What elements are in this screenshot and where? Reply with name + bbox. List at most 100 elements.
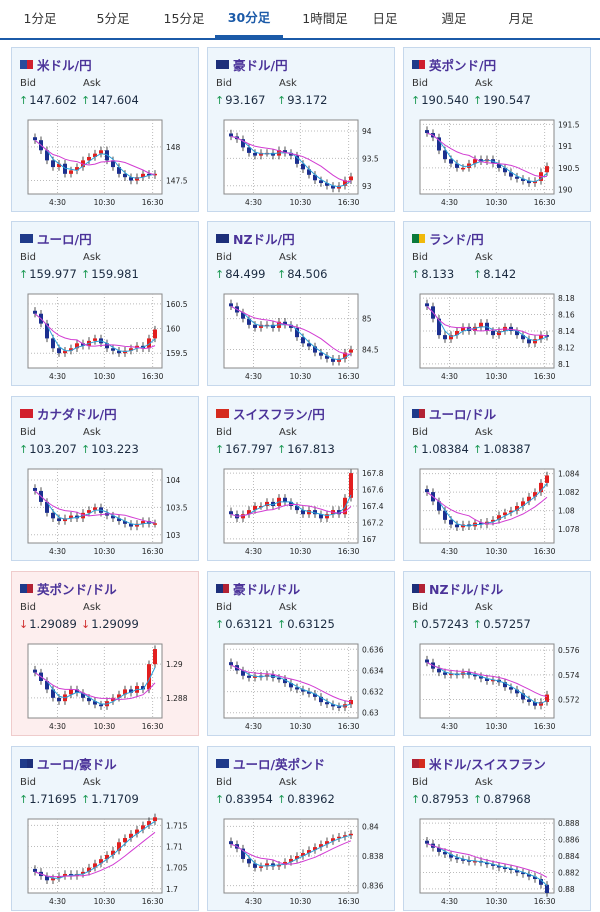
candle-body [51,512,55,519]
bid-label: Bid [412,252,428,263]
rate-panel[interactable]: 英ポンド/ドル Bid Ask ↓1.29089 ↓1.29099 1.29 1.288 4:… [11,571,199,736]
pair-title[interactable]: ユーロ/ドル [412,404,496,423]
rate-panel[interactable]: ユーロ/豪ドル Bid Ask ↑1.71695 ↑1.71709 1.715 1.71 1.… [11,746,199,911]
tab-1[interactable]: 5分足 [96,11,130,26]
bid-value: ↑0.63121 [215,617,273,631]
ma-long-line [34,139,156,176]
candle-body [473,860,477,863]
pair-name[interactable]: カナダドル/円 [37,407,117,422]
x-tick-label: 16:30 [338,897,360,906]
y-tick-label: 1.082 [558,488,580,497]
tab-4[interactable]: 1時間足 [302,11,348,26]
pair-name[interactable]: 豪ドル/ドル [233,582,301,597]
pair-title[interactable]: ランド/円 [412,229,484,248]
rate-panel[interactable]: ユーロ/円 Bid Ask ↑159.977 ↑159.981 160.5 160 159.5… [11,221,199,386]
bid-label: Bid [216,252,232,263]
pair-title[interactable]: カナダドル/円 [20,404,117,423]
ask-label: Ask [279,252,297,263]
rate-panel[interactable]: スイスフラン/円 Bid Ask ↑167.797 ↑167.813 167.8 167.6… [207,396,395,561]
pair-title[interactable]: 豪ドル/円 [216,55,288,74]
pair-title[interactable]: 豪ドル/ドル [216,579,300,598]
pair-name[interactable]: NZドル/円 [233,232,295,247]
x-tick-label: 10:30 [94,198,116,207]
candle-body [33,868,37,872]
y-tick-label: 0.84 [362,822,379,831]
rate-panel[interactable]: 米ドル/円 Bid Ask ↑147.602 ↑147.604 148 147.5 4:30 1… [11,47,199,212]
ma-short-line [34,313,156,353]
pair-name[interactable]: ユーロ/英ポンド [233,757,326,772]
pair-name[interactable]: スイスフラン/円 [233,407,325,422]
pair-title[interactable]: NZドル/ドル [412,579,503,598]
pair-name[interactable]: ユーロ/ドル [429,407,497,422]
pair-title[interactable]: ユーロ/豪ドル [20,754,117,773]
pair-title[interactable]: 米ドル/スイスフラン [412,754,546,773]
flag-icon [20,759,33,768]
rate-panel[interactable]: ユーロ/英ポンド Bid Ask ↑0.83954 ↑0.83962 0.84 0.838 0… [207,746,395,911]
ma-long-line [34,672,156,701]
pair-title[interactable]: ユーロ/円 [20,229,92,248]
arrow-up-icon: ↑ [277,443,287,456]
pair-name[interactable]: ユーロ/円 [37,232,92,247]
price-chart: 1.715 1.71 1.705 1.7 4:30 10:30 16:30 [20,813,192,909]
arrow-up-icon: ↑ [411,94,421,107]
candle-body [473,674,477,677]
x-tick-label: 4:30 [441,897,458,906]
pair-name[interactable]: NZドル/ドル [429,582,504,597]
rate-panel[interactable]: 英ポンド/円 Bid Ask ↑190.540 ↑190.547 191.5 191 190.… [403,47,591,212]
candle-body [491,679,495,682]
y-tick-label: 1.084 [558,470,580,479]
pair-name[interactable]: 豪ドル/円 [233,58,288,73]
bid-value: ↑159.977 [19,267,77,281]
tab-2[interactable]: 15分足 [163,11,205,26]
tab-7[interactable]: 月足 [508,11,534,26]
x-tick-label: 4:30 [441,198,458,207]
candle-body [325,514,329,519]
pair-name[interactable]: 英ポンド/円 [429,58,497,73]
rate-panel[interactable]: NZドル/円 Bid Ask ↑84.499 ↑84.506 85 84.5 4:30 10:3… [207,221,395,386]
x-tick-label: 16:30 [142,722,164,731]
pair-name[interactable]: 米ドル/円 [37,58,92,73]
y-tick-label: 0.838 [362,852,384,861]
pair-name[interactable]: ユーロ/豪ドル [37,757,117,772]
candle-body [81,692,85,698]
pair-title[interactable]: 米ドル/円 [20,55,92,74]
candle-body [81,871,85,874]
rate-panel[interactable]: NZドル/ドル Bid Ask ↑0.57243 ↑0.57257 0.576 0.574 0… [403,571,591,736]
x-tick-label: 16:30 [142,547,164,556]
x-tick-label: 10:30 [486,722,508,731]
rate-panel[interactable]: 豪ドル/ドル Bid Ask ↑0.63121 ↑0.63125 0.636 0.634 0.… [207,571,395,736]
price-chart: 94 93.5 93 4:30 10:30 16:30 [216,114,388,210]
tab-6[interactable]: 週足 [441,11,467,26]
tab-3[interactable]: 30分足 [215,0,283,38]
pair-title[interactable]: スイスフラン/円 [216,404,325,423]
rate-panel[interactable]: 米ドル/スイスフラン Bid Ask ↑0.87953 ↑0.87968 0.888 0.8… [403,746,591,911]
candle-body [313,847,317,851]
x-tick-label: 10:30 [94,897,116,906]
x-tick-label: 4:30 [49,372,66,381]
tab-5[interactable]: 日足 [372,11,398,26]
ask-label: Ask [83,252,101,263]
tab-0[interactable]: 1分足 [23,11,57,26]
pair-title[interactable]: ユーロ/英ポンド [216,754,325,773]
ma-long-line [230,305,352,355]
pair-title[interactable]: 英ポンド/円 [412,55,496,74]
candle-body [75,689,79,693]
pair-name[interactable]: ランド/円 [429,232,484,247]
ask-value: ↑8.142 [473,267,516,281]
candle-body [99,150,103,154]
flag-icon [216,409,229,418]
pair-title[interactable]: 英ポンド/ドル [20,579,117,598]
rate-panel[interactable]: ユーロ/ドル Bid Ask ↑1.08384 ↑1.08387 1.084 1.082 1.… [403,396,591,561]
pair-name[interactable]: 英ポンド/ドル [37,582,117,597]
rate-panel[interactable]: カナダドル/円 Bid Ask ↑103.207 ↑103.223 104 103.5 103… [11,396,199,561]
ma-long-line [230,664,352,703]
candle-body [307,169,311,175]
flag-icon [20,409,33,418]
rate-panel[interactable]: ランド/円 Bid Ask ↑8.133 ↑8.142 8.18 8.16 8.14 8.12 8… [403,221,591,386]
candle-body [527,699,531,702]
rate-panel[interactable]: 豪ドル/円 Bid Ask ↑93.167 ↑93.172 94 93.5 93 4:30 10:… [207,47,395,212]
candle-body [135,177,139,181]
pair-name[interactable]: 米ドル/スイスフラン [429,757,546,772]
pair-title[interactable]: NZドル/円 [216,229,295,248]
candle-body [479,522,483,525]
